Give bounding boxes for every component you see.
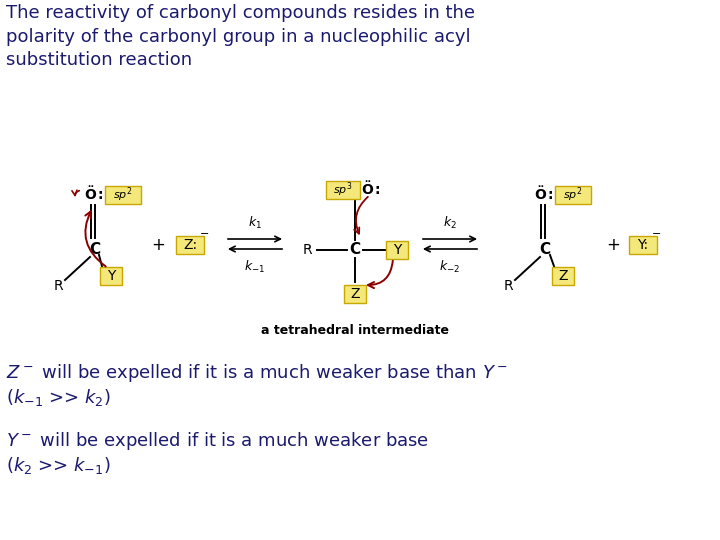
FancyBboxPatch shape <box>629 236 657 254</box>
Text: $k_2$: $k_2$ <box>443 215 457 231</box>
Text: R: R <box>302 243 312 257</box>
Text: C: C <box>89 242 101 258</box>
Text: −: − <box>652 229 662 239</box>
Text: $(k_{-1}$ >> $k_2)$: $(k_{-1}$ >> $k_2)$ <box>6 387 111 408</box>
Text: $sp^2$: $sp^2$ <box>563 186 582 204</box>
Text: Ö: Ö <box>534 188 546 202</box>
FancyBboxPatch shape <box>552 267 574 285</box>
Text: +: + <box>151 236 165 254</box>
Text: :: : <box>547 188 553 202</box>
Text: $k_1$: $k_1$ <box>248 215 262 231</box>
FancyBboxPatch shape <box>176 236 204 254</box>
Text: $Z^-$​ will be expelled if it is a much weaker base than $Y^-$: $Z^-$​ will be expelled if it is a much … <box>6 362 508 384</box>
Text: $(k_2$ >> $k_{-1})$: $(k_2$ >> $k_{-1})$ <box>6 455 111 476</box>
FancyArrowPatch shape <box>86 212 106 266</box>
FancyBboxPatch shape <box>105 186 141 204</box>
Text: Y: Y <box>393 243 401 257</box>
FancyBboxPatch shape <box>386 241 408 259</box>
Text: $k_{-1}$: $k_{-1}$ <box>244 259 266 275</box>
Text: $sp^2$: $sp^2$ <box>113 186 132 204</box>
Text: Y: Y <box>107 269 115 283</box>
FancyArrowPatch shape <box>368 261 393 288</box>
Text: −: − <box>200 229 210 239</box>
Text: $k_{-2}$: $k_{-2}$ <box>439 259 461 275</box>
Text: R: R <box>503 279 513 293</box>
Text: $Y^-$​ will be expelled if it is a much weaker base: $Y^-$​ will be expelled if it is a much … <box>6 430 429 452</box>
Text: Ö: Ö <box>84 188 96 202</box>
Text: $sp^3$: $sp^3$ <box>333 181 353 199</box>
Text: Z:: Z: <box>183 238 197 252</box>
Text: The reactivity of carbonyl compounds resides in the
polarity of the carbonyl gro: The reactivity of carbonyl compounds res… <box>6 4 475 69</box>
Text: :: : <box>374 183 379 197</box>
FancyArrowPatch shape <box>72 190 79 195</box>
Text: Z: Z <box>350 287 360 301</box>
FancyArrowPatch shape <box>354 197 368 234</box>
Text: a tetrahedral intermediate: a tetrahedral intermediate <box>261 324 449 337</box>
Text: Z: Z <box>558 269 568 283</box>
Text: :: : <box>97 188 103 202</box>
Text: +: + <box>606 236 620 254</box>
Text: Y:: Y: <box>637 238 649 252</box>
FancyBboxPatch shape <box>100 267 122 285</box>
Text: C: C <box>539 242 551 258</box>
Text: R: R <box>53 279 63 293</box>
Text: Ö: Ö <box>361 183 373 197</box>
Text: C: C <box>349 242 361 258</box>
FancyBboxPatch shape <box>555 186 591 204</box>
FancyBboxPatch shape <box>326 181 360 199</box>
FancyBboxPatch shape <box>344 285 366 303</box>
